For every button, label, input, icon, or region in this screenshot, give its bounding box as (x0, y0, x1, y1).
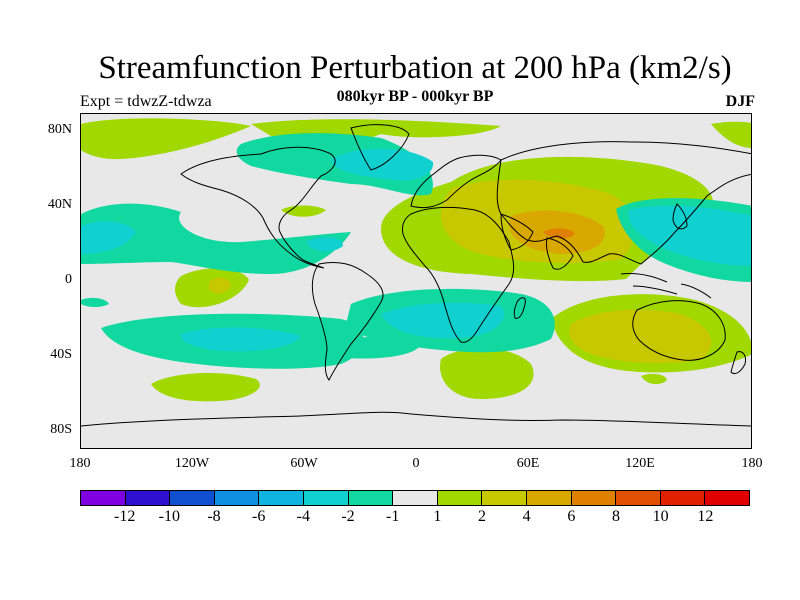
north-atlantic-positive (281, 205, 326, 217)
colorbar-label: 12 (697, 508, 714, 525)
central-america-negative (306, 237, 343, 252)
colorbar-label: 4 (522, 508, 531, 525)
africa-coast (402, 206, 515, 343)
colorbar-label: 10 (652, 508, 669, 525)
colorbar-label: 2 (478, 508, 486, 525)
lon-tick-60e: 60E (516, 456, 540, 471)
colorbar-label: 8 (612, 508, 620, 525)
madagascar-coast (513, 297, 526, 319)
colorbar-swatch (482, 491, 527, 505)
lon-tick-180-right: 180 (741, 456, 763, 471)
experiment-label: Expt = tdwzZ-tdwza (80, 93, 212, 110)
south-atlantic-positive (440, 348, 534, 399)
north-america-coast (180, 146, 336, 269)
antarctica-coast (81, 411, 751, 427)
southeast-pacific-level-2 (180, 327, 301, 352)
east-pacific-level-4 (209, 277, 231, 294)
southern-ocean-positive (641, 373, 667, 385)
colorbar-swatch (526, 491, 572, 505)
lat-tick-40s: 40S (50, 347, 72, 362)
north-pacific-negative (81, 203, 351, 274)
east-asia-pacific-level-2 (628, 205, 751, 266)
lon-tick-0: 0 (412, 456, 420, 471)
colorbar-swatch (303, 491, 349, 505)
lon-tick-180-left: 180 (69, 456, 91, 471)
period-subtitle: 080kyr BP - 000kyr BP (336, 88, 494, 105)
south-asia-core (543, 228, 575, 239)
colorbar-swatch (705, 491, 749, 505)
colorbar-swatch (660, 491, 706, 505)
colorbar-label: -12 (113, 508, 136, 525)
japan-coast (672, 203, 688, 230)
colorbar-label: -8 (207, 508, 221, 525)
map-svg (81, 114, 751, 448)
colorbar-label: -6 (251, 508, 266, 525)
lat-tick-40n: 40N (47, 197, 72, 212)
colorbar-swatch (348, 491, 394, 505)
new-zealand-coast (730, 351, 746, 375)
lat-tick-0: 0 (65, 272, 72, 287)
lon-tick-120e: 120E (625, 456, 655, 471)
south-pacific-positive (151, 372, 260, 402)
tropical-east-pacific-negative (81, 297, 109, 307)
colorbar-swatch (170, 491, 215, 505)
colorbar (80, 490, 750, 506)
colorbar-swatch (437, 491, 483, 505)
arctic-north-pacific-positive (81, 118, 251, 160)
india-coast (546, 237, 574, 270)
eurasia-coast (496, 141, 751, 265)
australia-coast (632, 300, 726, 361)
streamfunction-map (80, 113, 752, 449)
greenland-coast (350, 124, 410, 171)
colorbar-label: -1 (385, 508, 400, 525)
colorbar-swatch (125, 491, 171, 505)
colorbar-label: 6 (567, 508, 576, 525)
coastlines (81, 124, 751, 427)
colorbar-swatch (214, 491, 260, 505)
chart-title: Streamfunction Perturbation at 200 hPa (… (98, 50, 732, 86)
colorbar-swatch (81, 491, 126, 505)
south-america-coast (311, 261, 384, 381)
australia-level-4 (569, 309, 712, 364)
colorbar-label: -10 (158, 508, 180, 525)
colorbar-label: -2 (341, 508, 355, 525)
lat-tick-80n: 80N (47, 122, 72, 137)
arabia-coast (500, 213, 534, 251)
lat-tick-80s: 80S (50, 422, 72, 437)
east-siberia-positive (711, 121, 751, 148)
south-atlantic-level-2 (381, 302, 505, 339)
colorbar-swatch (616, 491, 661, 505)
north-pacific-level-2 (81, 221, 136, 254)
colorbar-swatch (393, 491, 438, 505)
colorbar-label: -4 (296, 508, 310, 525)
colorbar-swatch (259, 491, 304, 505)
colorbar-swatch (571, 491, 617, 505)
colorbar-label: 1 (433, 508, 442, 525)
lon-tick-120w: 120W (174, 456, 210, 471)
lon-tick-60w: 60W (290, 456, 318, 471)
southeast-asia-islands (620, 273, 712, 299)
season-label: DJF (725, 93, 755, 110)
